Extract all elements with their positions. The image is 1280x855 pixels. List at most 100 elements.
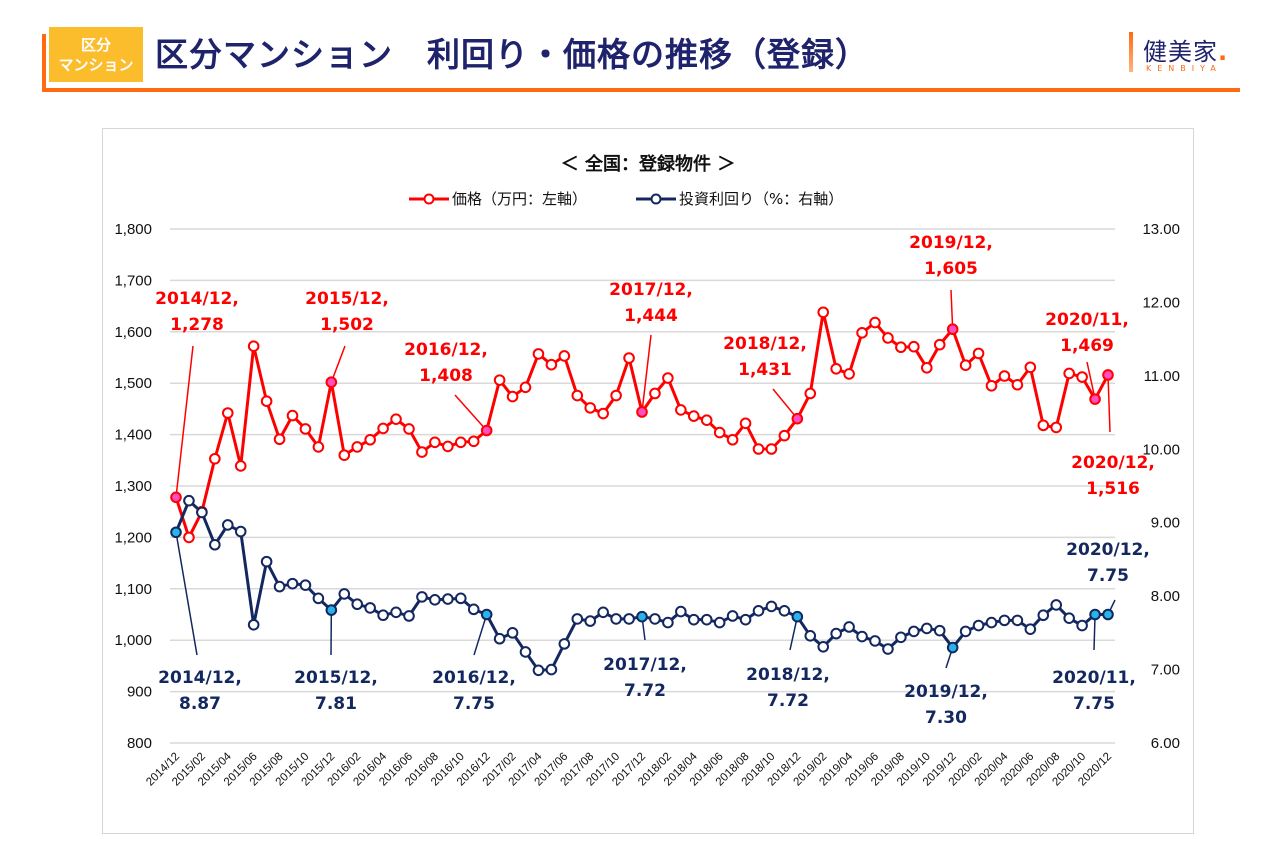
yield-point	[429, 594, 441, 606]
price-point	[895, 341, 907, 354]
badge-line-2: マンション	[58, 55, 134, 74]
price-label-date: 2016/12,	[404, 340, 488, 360]
yield-point	[454, 592, 467, 605]
yield-point	[467, 603, 480, 616]
price-point	[429, 436, 441, 449]
left-axis-ticks: 800 900 1,000 1,100 1,200 1,300 1,400 1,500 1,60…	[114, 221, 152, 752]
price-leader-line	[772, 388, 798, 420]
price-point	[856, 327, 868, 339]
price-label-value: 1,431	[738, 360, 792, 380]
right-axis-tick-label: 6.00	[1151, 735, 1180, 752]
price-point	[713, 426, 726, 439]
chart-title: ＜ 全国：登録物件 ＞	[561, 153, 736, 175]
left-axis-tick-label: 1,400	[114, 427, 152, 444]
price-label-date: 2015/12,	[305, 289, 389, 309]
yield-point	[920, 622, 933, 635]
price-point	[506, 390, 519, 403]
legend-yield-label: 投資利回り（%：右軸）	[679, 190, 843, 208]
yield-label-date: 2020/12,	[1066, 540, 1150, 560]
logo-accent-bar	[1129, 32, 1133, 72]
yield-label-date: 2015/12,	[294, 668, 378, 688]
yield-point	[933, 624, 946, 637]
yield-point	[234, 525, 247, 538]
yield-point	[1063, 612, 1075, 624]
yield-point	[843, 621, 855, 633]
price-point	[649, 387, 661, 400]
legend-price-label: 価格（万円：左軸）	[452, 190, 587, 208]
yield-point	[351, 598, 364, 611]
yield-point	[299, 579, 312, 591]
right-axis-tick-label: 12.00	[1142, 294, 1180, 311]
yield-point	[416, 591, 428, 603]
legend-price-marker	[423, 193, 435, 205]
price-point	[726, 433, 739, 446]
price-point	[869, 316, 881, 329]
price-label-date: 2014/12,	[155, 289, 239, 309]
logo-dot: .	[1218, 38, 1229, 66]
yield-point	[998, 614, 1011, 627]
price-label-value: 1,444	[624, 306, 678, 326]
left-axis-tick-label: 1,600	[114, 324, 152, 341]
price-leader-line	[1107, 374, 1111, 433]
price-point	[817, 306, 830, 319]
price-point	[584, 402, 597, 414]
price-point	[312, 441, 325, 453]
yield-point	[713, 616, 726, 629]
price-leader-line	[330, 345, 346, 383]
yield-label-value: 7.72	[767, 691, 809, 711]
badge-line-1: 区分	[80, 35, 111, 54]
yield-label-date: 2018/12,	[746, 665, 830, 685]
price-point	[623, 352, 635, 364]
category-badge: 区分 マンション	[49, 27, 143, 82]
price-point	[170, 491, 182, 504]
price-point	[558, 350, 571, 362]
yield-label-value: 8.87	[179, 694, 221, 714]
left-axis-tick-label: 1,000	[114, 632, 152, 649]
price-label-value: 1,469	[1060, 336, 1114, 356]
yield-point	[247, 618, 260, 631]
yield-point	[726, 610, 739, 622]
price-point	[1024, 361, 1037, 374]
price-point	[791, 412, 804, 425]
yield-point	[804, 629, 817, 642]
left-axis-tick-label: 1,300	[114, 478, 152, 495]
price-point	[403, 423, 415, 435]
price-point	[675, 404, 687, 416]
price-point	[1063, 367, 1075, 380]
yield-point	[338, 588, 351, 600]
price-point	[985, 379, 998, 392]
yield-point	[1024, 623, 1037, 635]
price-point	[752, 443, 765, 455]
yield-point	[610, 613, 622, 625]
yield-point	[558, 638, 571, 650]
price-point	[571, 389, 584, 402]
price-label-date: 2020/11,	[1045, 310, 1129, 330]
yield-label-value: 7.72	[624, 681, 666, 701]
left-axis-tick-label: 1,200	[114, 529, 152, 546]
x-axis-ticks: 2014/122015/022015/042015/062015/082015/…	[144, 750, 1114, 788]
price-point	[467, 435, 480, 448]
yield-point	[493, 632, 506, 645]
yield-point	[791, 610, 804, 623]
yield-point	[183, 494, 195, 507]
callout-leaders	[175, 289, 1116, 669]
price-label-date: 2018/12,	[723, 334, 807, 354]
price-label-value: 1,605	[924, 259, 978, 279]
price-leader-line	[641, 334, 652, 413]
price-point	[390, 413, 402, 425]
yield-point	[675, 605, 687, 618]
yield-point	[312, 592, 325, 605]
yield-point	[506, 627, 519, 639]
right-axis-tick-label: 10.00	[1142, 441, 1180, 458]
price-point	[234, 460, 247, 472]
yield-point	[830, 627, 842, 640]
price-point	[480, 424, 493, 437]
yield-point	[662, 616, 674, 629]
yield-point	[623, 613, 635, 625]
price-leader-line	[454, 394, 488, 431]
left-axis-tick-label: 900	[127, 684, 152, 701]
right-axis-tick-label: 9.00	[1151, 515, 1180, 532]
price-point	[1089, 393, 1101, 405]
left-axis-tick-label: 1,800	[114, 221, 152, 238]
